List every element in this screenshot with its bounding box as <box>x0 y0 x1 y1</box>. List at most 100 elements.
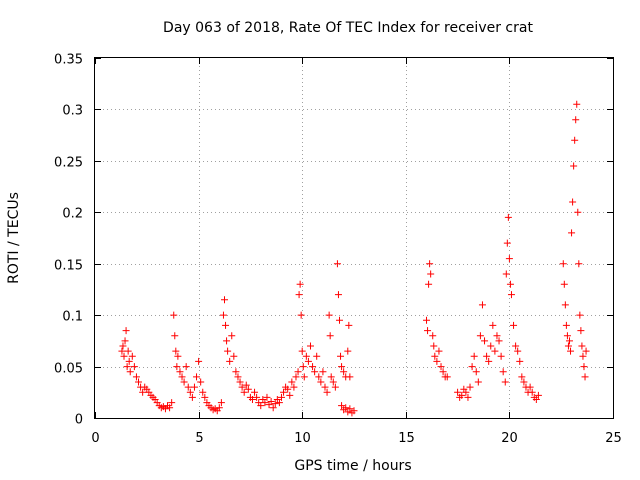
data-point <box>481 337 489 345</box>
data-point <box>443 373 451 381</box>
data-point <box>430 342 438 350</box>
data-point <box>125 357 133 365</box>
data-point <box>180 378 188 386</box>
data-point <box>429 332 437 340</box>
data-point <box>222 321 230 329</box>
data-point <box>326 332 334 340</box>
data-point <box>309 363 317 371</box>
data-point <box>311 368 319 376</box>
data-point <box>251 388 259 396</box>
data-point <box>577 327 585 335</box>
data-point <box>503 239 511 247</box>
data-point <box>568 229 576 237</box>
data-point <box>439 368 447 376</box>
data-point <box>344 347 352 355</box>
data-point <box>483 352 491 360</box>
data-point <box>338 402 346 410</box>
data-point <box>267 398 275 406</box>
data-point <box>238 383 246 391</box>
data-point <box>575 260 583 268</box>
data-point <box>178 373 186 381</box>
data-point <box>570 162 578 170</box>
data-point <box>346 373 354 381</box>
data-point <box>329 378 337 386</box>
data-point <box>462 388 470 396</box>
data-point <box>431 352 439 360</box>
data-point <box>168 399 176 407</box>
data-point <box>234 373 242 381</box>
data-point <box>166 404 174 412</box>
data-point <box>294 368 302 376</box>
data-point <box>119 342 127 350</box>
data-point <box>564 342 572 350</box>
data-point <box>425 280 433 288</box>
data-point <box>299 363 307 371</box>
data-point <box>505 255 513 263</box>
data-point <box>315 373 323 381</box>
data-point <box>423 316 431 324</box>
data-point <box>290 383 298 391</box>
data-point <box>334 291 342 299</box>
data-point <box>569 198 577 206</box>
data-point <box>433 357 441 365</box>
y-tick-label: 0.05 <box>54 362 83 377</box>
data-point <box>190 383 198 391</box>
data-point <box>340 368 348 376</box>
data-point <box>507 291 515 299</box>
data-point <box>226 357 234 365</box>
data-point <box>559 260 567 268</box>
data-point <box>124 347 132 355</box>
y-tick-label: 0.15 <box>54 259 83 274</box>
data-point <box>263 393 271 401</box>
data-point <box>172 347 180 355</box>
data-point <box>532 395 540 403</box>
data-point <box>501 378 509 386</box>
data-point <box>271 400 279 408</box>
data-point <box>458 391 466 399</box>
data-point <box>491 347 499 355</box>
data-point <box>123 363 131 371</box>
data-point <box>485 357 493 365</box>
data-point <box>345 321 353 329</box>
data-point <box>292 373 300 381</box>
data-point <box>516 357 524 365</box>
data-point <box>520 378 528 386</box>
data-point <box>240 388 248 396</box>
data-point <box>472 368 480 376</box>
y-tick-label: 0 <box>75 413 83 428</box>
data-point <box>296 280 304 288</box>
data-point <box>199 388 207 396</box>
data-point <box>454 388 462 396</box>
data-point <box>424 327 432 335</box>
data-point <box>321 383 329 391</box>
data-point <box>118 347 126 355</box>
data-point <box>335 316 343 324</box>
x-tick-label: 10 <box>294 431 311 446</box>
data-point <box>217 399 225 407</box>
data-point <box>170 311 178 319</box>
data-point <box>135 378 143 386</box>
data-point <box>223 337 231 345</box>
data-point <box>470 352 478 360</box>
data-point <box>580 363 588 371</box>
data-point <box>184 383 192 391</box>
data-point <box>474 378 482 386</box>
data-point <box>487 342 495 350</box>
x-tick-label: 15 <box>398 431 415 446</box>
data-point <box>333 260 341 268</box>
data-point <box>323 388 331 396</box>
data-point <box>468 363 476 371</box>
data-point <box>228 332 236 340</box>
data-point <box>493 332 501 340</box>
data-point <box>232 368 240 376</box>
data-point <box>298 347 306 355</box>
data-point <box>337 352 345 360</box>
data-point <box>534 391 542 399</box>
data-point <box>230 352 238 360</box>
data-point <box>581 373 589 381</box>
data-point <box>478 301 486 309</box>
tick-layer: 0 5 10 15 20 25 0 0.05 0.1 0.15 0.2 0.25 0.3 0.35 <box>54 53 622 447</box>
data-point <box>435 347 443 355</box>
data-point <box>269 404 277 412</box>
data-point <box>338 363 346 371</box>
